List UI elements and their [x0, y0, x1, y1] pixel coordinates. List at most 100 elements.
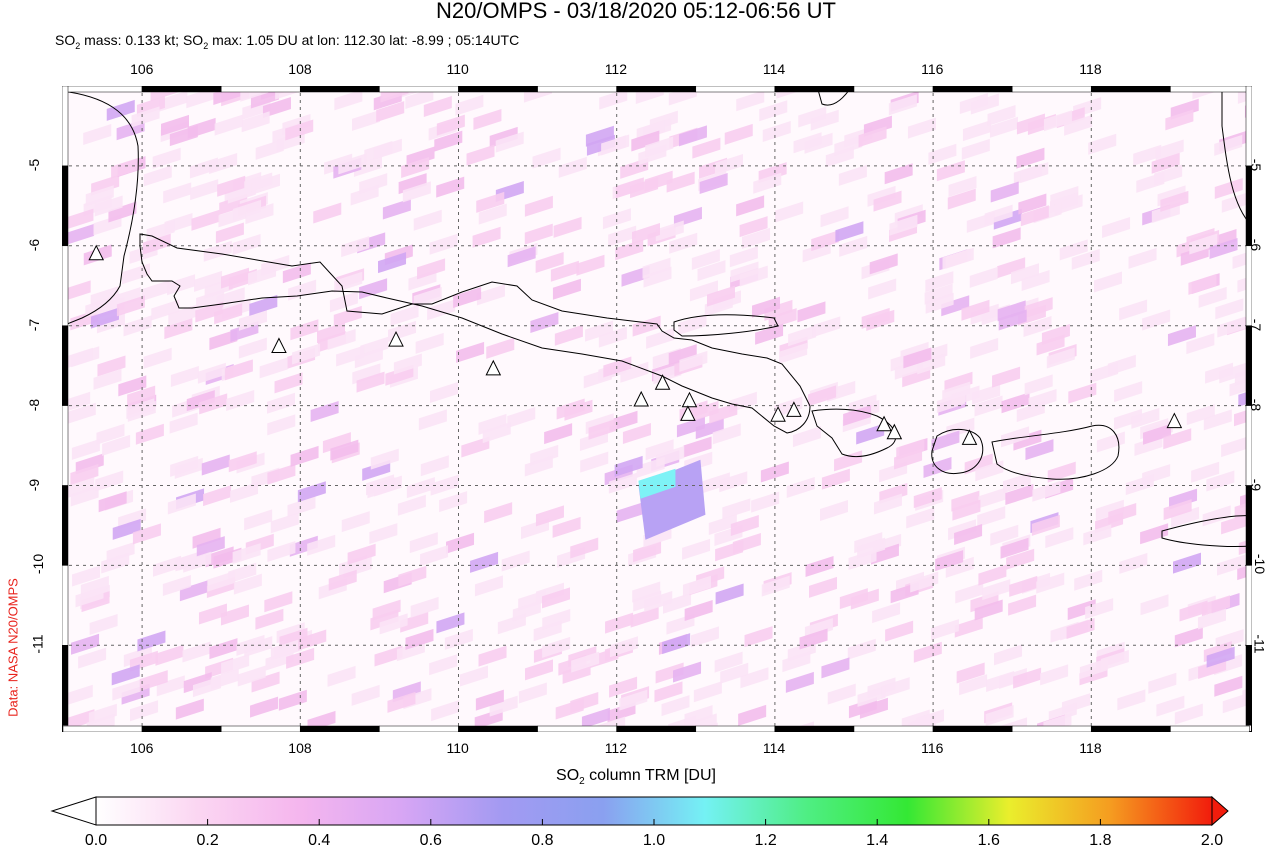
so2-pixel	[689, 280, 718, 302]
so2-pixel	[576, 254, 605, 276]
so2-pixel	[183, 551, 212, 573]
so2-pixel	[532, 147, 561, 169]
so2-pixel	[762, 121, 791, 143]
so2-pixel	[139, 670, 168, 692]
so2-pixel	[292, 343, 321, 365]
so2-pixel	[334, 89, 363, 111]
so2-pixel	[615, 239, 644, 261]
so2-pixel	[476, 191, 505, 213]
frame-bar-left	[62, 165, 69, 247]
so2-pixel	[116, 295, 145, 317]
so2-pixel	[744, 626, 773, 648]
so2-pixel	[132, 523, 161, 545]
so2-pixel	[264, 591, 293, 613]
so2-pixel	[347, 543, 376, 565]
so2-pixel	[474, 575, 503, 597]
so2-pixel	[336, 345, 365, 367]
so2-pixel	[237, 665, 266, 687]
so2-pixel	[427, 299, 456, 321]
so2-pixel	[858, 126, 887, 148]
so2-pixel	[1102, 217, 1131, 239]
lon-tick-label-top: 108	[288, 61, 312, 77]
so2-pixel	[552, 278, 581, 300]
lat-tick-label-left: -5	[26, 158, 43, 172]
so2-pixel	[662, 633, 691, 655]
so2-pixel	[906, 507, 935, 529]
so2-pixel	[376, 101, 405, 123]
so2-pixel	[925, 292, 954, 314]
frame-bar-bottom	[1011, 725, 1092, 732]
so2-pixel	[290, 445, 319, 467]
colorbar-tick-label: 2.0	[1200, 832, 1224, 849]
lat-tick-label-left: -8	[26, 398, 43, 411]
so2-pixel	[413, 209, 442, 231]
so2-pixel	[1205, 362, 1234, 384]
so2-pixel	[167, 493, 196, 515]
so2-pixel	[85, 185, 114, 207]
so2-pixel	[436, 114, 465, 136]
so2-pixel	[936, 160, 965, 182]
so2-pixel	[417, 258, 446, 280]
so2-pixel	[64, 347, 93, 369]
colorbar-tick-label: 1.4	[866, 832, 889, 849]
so2-pixel	[72, 565, 101, 587]
so2-pixel	[961, 138, 990, 160]
so2-pixel	[341, 236, 370, 258]
so2-pixel	[405, 88, 434, 110]
so2-pixel	[71, 438, 100, 460]
so2-pixel	[1047, 461, 1076, 483]
so2-pixel	[400, 611, 429, 633]
lat-tick-label-left: -7	[26, 318, 43, 331]
so2-pixel	[820, 206, 849, 228]
so2-pixel	[192, 676, 221, 698]
so2-pixel	[655, 662, 684, 684]
so2-pixel	[1088, 133, 1117, 155]
so2-pixel	[645, 136, 674, 158]
lon-tick-label-bottom: 106	[130, 740, 154, 756]
so2-pixel	[1131, 407, 1160, 429]
so2-pixel	[267, 414, 296, 436]
so2-pixel	[238, 337, 267, 359]
so2-pixel	[420, 455, 449, 477]
so2-pixel	[1221, 191, 1250, 213]
map-title: N20/OMPS - 03/18/2020 05:12-06:56 UT	[436, 0, 836, 23]
so2-pixel	[524, 659, 553, 681]
so2-pixel	[1217, 316, 1246, 338]
coastlines	[62, 86, 1252, 548]
so2-pixel	[1016, 113, 1045, 135]
so2-pixel	[993, 208, 1022, 230]
so2-pixel	[456, 341, 485, 363]
so2-pixel	[370, 609, 399, 631]
so2-pixel	[601, 134, 630, 156]
so2-pixel	[962, 120, 991, 142]
so2-pixel	[130, 700, 159, 722]
so2-pixel	[975, 460, 1004, 482]
so2-pixel	[564, 399, 593, 421]
so2-pixel	[359, 278, 388, 300]
frame-bar-left	[62, 565, 69, 646]
so2-pixel	[608, 225, 637, 247]
lon-tick-label-bottom: 110	[446, 740, 469, 756]
so2-pixel	[729, 246, 758, 268]
so2-pixel	[1119, 299, 1148, 321]
so2-pixel	[518, 682, 547, 704]
so2-pixel	[936, 392, 965, 414]
so2-pixel	[475, 689, 504, 711]
so2-pixel	[353, 155, 382, 177]
so2-pixel	[418, 409, 447, 431]
so2-pixel	[338, 153, 367, 175]
frame-bar-left	[62, 405, 69, 486]
so2-pixel	[379, 613, 408, 635]
so2-pixel	[333, 305, 362, 327]
lon-tick-label-top: 106	[130, 61, 154, 77]
so2-pixel	[90, 307, 119, 329]
so2-pixel	[915, 709, 944, 731]
so2-pixel	[761, 575, 790, 597]
so2-pixel	[695, 418, 724, 440]
so2-pixel	[159, 90, 188, 112]
so2-pixel	[455, 94, 484, 116]
so2-pixel	[102, 434, 131, 456]
so2-pixel	[1222, 692, 1251, 714]
so2-pixel	[884, 163, 913, 185]
frame-bar-bottom	[300, 725, 380, 732]
